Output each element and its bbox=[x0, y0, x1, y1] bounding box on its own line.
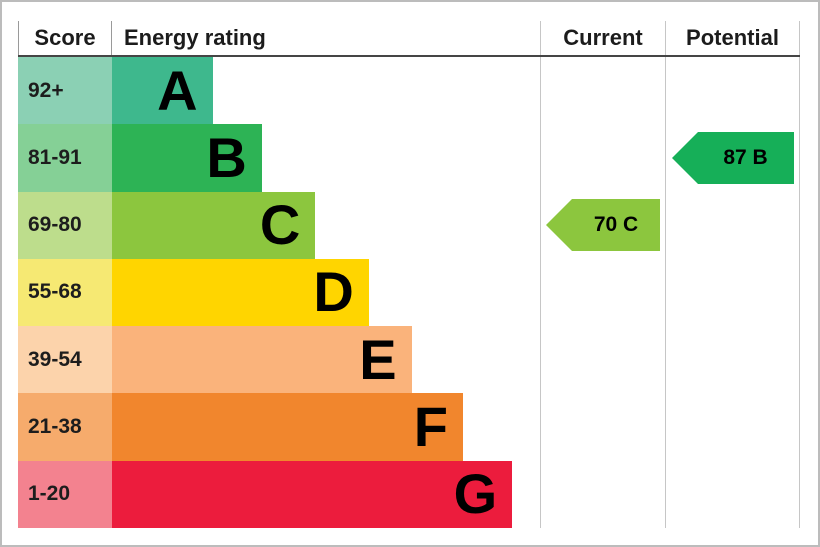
current-cell-b bbox=[540, 124, 665, 192]
band-letter-c: C bbox=[259, 193, 301, 257]
potential-cell-g bbox=[665, 460, 800, 528]
rating-bar-d: D bbox=[112, 258, 369, 327]
band-row-f: 21-38 F bbox=[18, 393, 800, 461]
current-rating-arrow-head bbox=[546, 199, 572, 252]
potential-rating-arrow-head bbox=[671, 131, 698, 184]
score-range-a: 92+ bbox=[18, 57, 112, 125]
current-cell-c: 70 C bbox=[540, 191, 665, 259]
band-row-g: 1-20 G bbox=[18, 460, 800, 528]
header-potential: Potential bbox=[665, 21, 800, 55]
score-range-b: 81-91 bbox=[18, 124, 112, 192]
rating-cell-d: D bbox=[112, 258, 540, 327]
score-range-c: 69-80 bbox=[18, 191, 112, 259]
current-rating-arrow-label: 70 C bbox=[572, 199, 660, 252]
band-rows: 92+ A 81-91 B 87 B 69-80 C 70 C 55-68 D 39-54 E 21-3… bbox=[18, 57, 800, 528]
rating-bar-a: A bbox=[112, 57, 213, 125]
band-row-a: 92+ A bbox=[18, 57, 800, 125]
rating-bar-c: C bbox=[112, 191, 316, 259]
header-score: Score bbox=[18, 21, 112, 55]
band-letter-b: B bbox=[206, 125, 247, 189]
band-row-c: 69-80 C 70 C bbox=[18, 191, 800, 259]
rating-cell-f: F bbox=[112, 393, 540, 461]
rating-bar-g: G bbox=[112, 460, 513, 528]
rating-bar-f: F bbox=[112, 393, 463, 461]
band-row-d: 55-68 D bbox=[18, 258, 800, 327]
rating-bar-e: E bbox=[112, 326, 412, 394]
potential-cell-d bbox=[665, 258, 800, 327]
potential-rating-arrow-label: 87 B bbox=[697, 131, 794, 184]
band-row-b: 81-91 B 87 B bbox=[18, 124, 800, 192]
score-range-e: 39-54 bbox=[18, 326, 112, 394]
potential-cell-a bbox=[665, 57, 800, 125]
current-rating-arrow: 70 C bbox=[546, 199, 660, 252]
band-letter-d: D bbox=[313, 260, 354, 324]
potential-rating-arrow: 87 B bbox=[671, 131, 794, 184]
potential-cell-f bbox=[665, 393, 800, 461]
header-energy-rating: Energy rating bbox=[124, 25, 266, 50]
band-letter-g: G bbox=[453, 462, 498, 526]
rating-cell-e: E bbox=[112, 326, 540, 394]
header-current: Current bbox=[540, 21, 665, 55]
rating-cell-a: A bbox=[112, 57, 540, 125]
rating-cell-b: B bbox=[112, 124, 540, 192]
band-letter-a: A bbox=[157, 58, 198, 122]
potential-cell-e bbox=[665, 326, 800, 394]
rating-bar-b: B bbox=[112, 124, 262, 192]
band-letter-e: E bbox=[359, 327, 397, 391]
current-cell-a bbox=[540, 57, 665, 125]
current-cell-f bbox=[540, 393, 665, 461]
energy-rating-chart: Score Energy rating Current Potential 92… bbox=[18, 21, 800, 528]
current-cell-e bbox=[540, 326, 665, 394]
score-range-g: 1-20 bbox=[18, 460, 112, 528]
score-range-d: 55-68 bbox=[18, 258, 112, 327]
rating-cell-g: G bbox=[112, 460, 540, 528]
potential-cell-b: 87 B bbox=[665, 124, 800, 192]
band-letter-f: F bbox=[413, 395, 448, 459]
chart-header-row: Score Energy rating Current Potential bbox=[18, 21, 800, 57]
band-row-e: 39-54 E bbox=[18, 326, 800, 394]
score-range-f: 21-38 bbox=[18, 393, 112, 461]
current-cell-g bbox=[540, 460, 665, 528]
rating-cell-c: C bbox=[112, 191, 540, 259]
potential-cell-c bbox=[665, 191, 800, 259]
current-cell-d bbox=[540, 258, 665, 327]
